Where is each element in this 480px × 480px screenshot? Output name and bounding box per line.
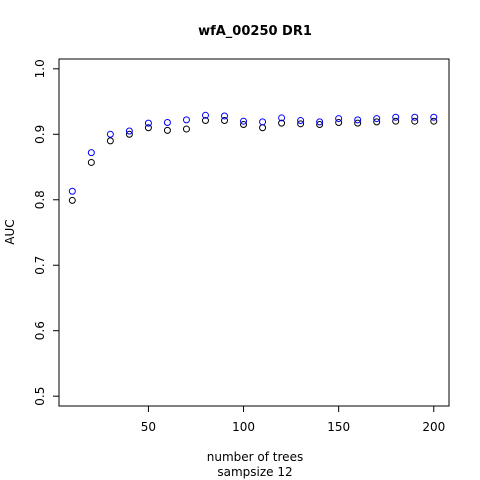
data-point-series-2 — [144, 119, 152, 127]
data-point-series-2 — [335, 115, 343, 123]
data-point-series-1 — [411, 117, 419, 125]
data-point-series-1 — [144, 124, 152, 132]
data-point-series-1 — [259, 124, 267, 132]
x-tick-label: 150 — [327, 420, 350, 434]
data-point-series-2 — [68, 187, 76, 195]
data-point-series-1 — [125, 130, 133, 138]
data-point-series-1 — [297, 120, 305, 128]
data-point-series-2 — [297, 117, 305, 125]
data-point-series-1 — [106, 137, 114, 145]
data-point-series-1 — [430, 117, 438, 125]
x-tick-label: 100 — [232, 420, 255, 434]
data-point-series-2 — [221, 112, 229, 120]
data-point-series-1 — [87, 158, 95, 166]
data-point-series-2 — [106, 130, 114, 138]
y-tick-label: 0.8 — [33, 190, 47, 209]
data-point-series-1 — [68, 196, 76, 204]
data-point-series-1 — [163, 126, 171, 134]
data-point-series-1 — [278, 119, 286, 127]
data-point-series-2 — [430, 113, 438, 121]
y-tick-label: 0.9 — [33, 125, 47, 144]
data-point-series-2 — [316, 118, 324, 126]
chart-title: wfA_00250 DR1 — [198, 24, 312, 39]
y-tick-label: 0.5 — [33, 387, 47, 406]
data-point-series-1 — [201, 117, 209, 125]
data-point-series-2 — [392, 113, 400, 121]
data-point-series-2 — [278, 114, 286, 122]
data-point-series-2 — [240, 117, 248, 125]
x-axis-label: number of trees — [207, 450, 303, 464]
x-axis: 50 100 150 200 — [141, 406, 445, 434]
y-tick-label: 0.6 — [33, 321, 47, 340]
data-point-series-1 — [240, 120, 248, 128]
data-point-series-1 — [316, 120, 324, 128]
data-point-series-1 — [354, 119, 362, 127]
data-point-series-1 — [182, 125, 190, 133]
data-point-series-2 — [201, 111, 209, 119]
data-point-series-2 — [259, 118, 267, 126]
plot-frame — [58, 58, 450, 407]
data-point-series-2 — [182, 116, 190, 124]
y-axis-label: AUC — [3, 219, 17, 244]
y-tick-label: 1.0 — [33, 59, 47, 78]
data-points — [68, 111, 438, 204]
data-point-series-1 — [392, 117, 400, 125]
data-point-series-2 — [411, 113, 419, 121]
x-tick-label: 50 — [141, 420, 156, 434]
y-axis: 0.5 0.6 0.7 0.8 0.9 1.0 — [33, 59, 59, 406]
data-point-series-2 — [125, 127, 133, 135]
data-point-series-1 — [221, 117, 229, 125]
data-point-series-2 — [163, 119, 171, 127]
data-point-series-2 — [354, 116, 362, 124]
x-axis-sublabel: sampsize 12 — [217, 465, 292, 479]
data-point-series-1 — [335, 119, 343, 127]
data-point-series-2 — [87, 149, 95, 157]
x-tick-label: 200 — [422, 420, 445, 434]
data-point-series-2 — [373, 115, 381, 123]
y-tick-label: 0.7 — [33, 256, 47, 275]
data-point-series-1 — [373, 118, 381, 126]
